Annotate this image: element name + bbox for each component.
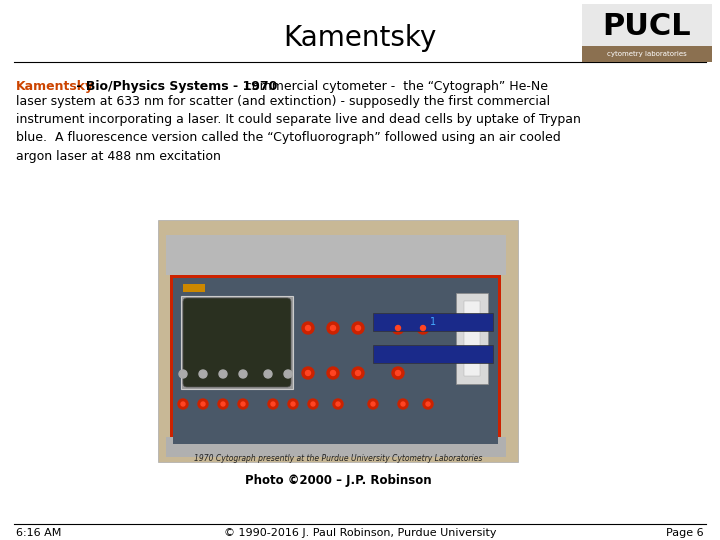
Text: Page 6: Page 6: [667, 528, 704, 538]
Text: Photo ©2000 – J.P. Robinson: Photo ©2000 – J.P. Robinson: [245, 474, 431, 487]
Text: © 1990-2016 J. Paul Robinson, Purdue University: © 1990-2016 J. Paul Robinson, Purdue Uni…: [224, 528, 496, 538]
Text: 6:16 AM: 6:16 AM: [16, 528, 61, 538]
Circle shape: [178, 399, 188, 409]
Circle shape: [198, 399, 208, 409]
Text: laser system at 633 nm for scatter (and extinction) - supposedly the first comme: laser system at 633 nm for scatter (and …: [16, 94, 581, 163]
Circle shape: [336, 402, 340, 406]
Circle shape: [395, 326, 400, 330]
Circle shape: [221, 402, 225, 406]
Circle shape: [392, 322, 404, 334]
Circle shape: [356, 326, 361, 330]
Bar: [166, 437, 506, 457]
Circle shape: [218, 399, 228, 409]
Circle shape: [368, 399, 378, 409]
Circle shape: [352, 367, 364, 379]
Circle shape: [241, 402, 245, 406]
Bar: [582, 4, 712, 62]
Circle shape: [291, 402, 295, 406]
Circle shape: [352, 322, 364, 334]
Circle shape: [284, 370, 292, 378]
Text: - Bio/Physics Systems - 1970: - Bio/Physics Systems - 1970: [72, 80, 277, 93]
Circle shape: [268, 399, 278, 409]
Circle shape: [423, 399, 433, 409]
Circle shape: [327, 367, 339, 379]
Circle shape: [219, 370, 227, 378]
Text: cytometry laboratories: cytometry laboratories: [607, 51, 687, 57]
Circle shape: [302, 367, 314, 379]
Circle shape: [395, 370, 400, 375]
Circle shape: [264, 370, 272, 378]
Circle shape: [305, 370, 310, 375]
FancyBboxPatch shape: [183, 298, 291, 387]
Circle shape: [333, 399, 343, 409]
Bar: [456, 293, 488, 384]
Circle shape: [238, 399, 248, 409]
Circle shape: [302, 322, 314, 334]
Circle shape: [271, 402, 275, 406]
Bar: [173, 278, 498, 444]
Text: Kamentsky: Kamentsky: [16, 80, 94, 93]
Bar: [582, 4, 712, 46]
Circle shape: [308, 399, 318, 409]
Bar: [158, 220, 518, 462]
Text: PUCL: PUCL: [603, 11, 691, 40]
Circle shape: [356, 370, 361, 375]
Text: 1: 1: [430, 317, 436, 327]
Circle shape: [426, 402, 430, 406]
Bar: [582, 46, 712, 62]
Circle shape: [420, 326, 426, 330]
Circle shape: [179, 370, 187, 378]
Circle shape: [330, 326, 336, 330]
Text: Kamentsky: Kamentsky: [284, 24, 436, 52]
Text: commercial cytometer -  the “Cytograph” He-Ne: commercial cytometer - the “Cytograph” H…: [241, 80, 549, 93]
Circle shape: [288, 399, 298, 409]
Bar: [464, 301, 480, 376]
Circle shape: [201, 402, 205, 406]
Bar: [185, 300, 289, 385]
Bar: [166, 235, 506, 275]
Circle shape: [392, 367, 404, 379]
Bar: [183, 284, 205, 292]
Bar: [170, 275, 501, 447]
Circle shape: [311, 402, 315, 406]
Circle shape: [327, 322, 339, 334]
Circle shape: [199, 370, 207, 378]
Circle shape: [239, 370, 247, 378]
Bar: [181, 296, 293, 389]
Circle shape: [181, 402, 185, 406]
Circle shape: [305, 326, 310, 330]
Circle shape: [398, 399, 408, 409]
Bar: [373, 313, 493, 331]
Circle shape: [330, 370, 336, 375]
Circle shape: [371, 402, 375, 406]
Bar: [373, 345, 493, 363]
Circle shape: [401, 402, 405, 406]
Circle shape: [417, 322, 429, 334]
Text: 1970 Cytograph presently at the Purdue University Cytometry Laboratories: 1970 Cytograph presently at the Purdue U…: [194, 454, 482, 463]
